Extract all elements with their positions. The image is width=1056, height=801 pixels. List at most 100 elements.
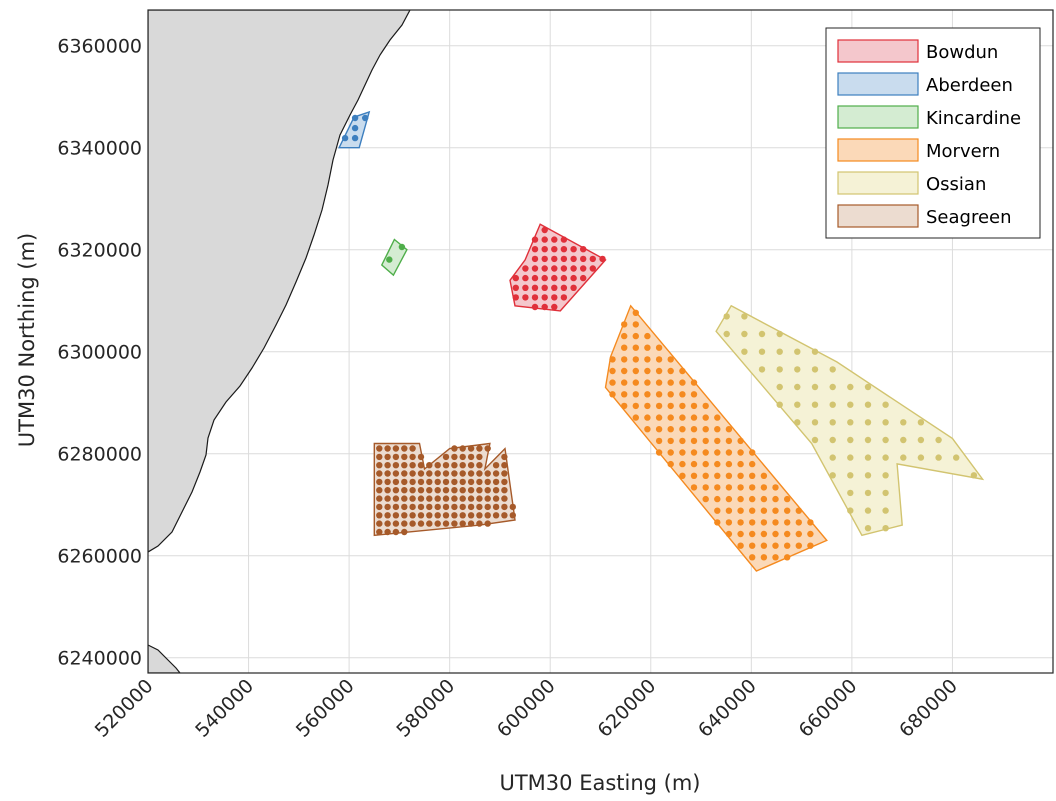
turbine-point [580,265,587,272]
x-tick-label: 660000 [795,675,862,742]
turbine-point [492,462,500,469]
x-tick-label: 600000 [493,675,560,742]
turbine-point [459,503,466,511]
turbine-point [776,330,783,338]
turbine-point [772,530,779,538]
legend-label: Bowdun [926,42,998,63]
turbine-point [459,478,466,486]
turbine-point [749,460,756,468]
turbine-point [679,426,686,433]
turbine-point [442,503,450,511]
x-tick-label: 520000 [91,675,158,742]
turbine-point [541,236,548,243]
turbine-point [644,426,651,433]
turbine-point [409,487,416,494]
turbine-point [702,495,709,503]
turbine-point [882,489,889,497]
turbine-point [784,519,791,526]
turbine-point [541,294,548,301]
turbine-point [434,478,441,486]
turbine-point [501,453,508,461]
turbine-point [679,391,686,398]
turbine-point [935,454,942,461]
turbine-point [725,519,733,526]
turbine-point [690,472,698,479]
turbine-point [864,507,872,514]
turbine-point [409,445,416,452]
sites [337,110,985,572]
turbine-point [459,512,466,519]
turbine-point [760,507,768,514]
turbine-point [560,294,568,301]
turbine-point [725,484,733,491]
turbine-point [434,470,441,477]
turbine-point [501,487,508,494]
turbine-point [702,472,709,479]
turbine-point [737,472,744,479]
turbine-point [772,495,779,503]
turbine-point [632,414,639,421]
turbine-point [417,462,425,469]
turbine-point [451,453,458,461]
turbine-point [409,462,416,469]
turbine-point [451,495,458,502]
turbine-point [714,426,721,433]
turbine-point [401,462,408,469]
turbine-point [714,449,721,456]
legend-swatch [837,72,919,96]
turbine-point [690,426,698,433]
turbine-point [632,309,639,316]
turbine-point [621,332,628,340]
y-tick-label: 6300000 [57,342,142,364]
turbine-point [807,519,814,526]
turbine-point [484,478,491,486]
turbine-point [702,414,709,421]
turbine-point [434,487,441,494]
turbine-point [970,472,978,479]
turbine-point [811,366,819,373]
turbine-point [376,470,383,477]
turbine-point [501,478,508,486]
turbine-point [829,472,836,479]
turbine-point [376,503,383,511]
turbine-point [667,379,674,386]
turbine-point [784,554,791,561]
turbine-point [467,495,475,502]
turbine-point [401,520,408,527]
turbine-point [714,495,721,503]
turbine-point [772,542,779,549]
turbine-point [551,274,558,282]
turbine-point [476,487,483,494]
site-morvern [604,304,828,572]
turbine-point [829,383,836,391]
plot-frame [147,9,1054,674]
turbine-point [531,294,539,301]
turbine-point [749,507,756,514]
turbine-point [829,454,836,461]
turbine-point [725,460,733,468]
turbine-point [451,512,458,519]
turbine-point [864,436,872,444]
turbine-point [492,495,500,502]
turbine-point [882,525,889,532]
turbine-point [551,236,558,243]
turbine-point [409,520,416,527]
turbine-point [632,367,639,375]
turbine-point [811,436,819,444]
turbine-point [512,284,519,291]
turbine-point [476,512,483,519]
turbine-point [702,449,709,456]
turbine-point [632,344,639,351]
turbine-point [864,401,872,408]
turbine-point [772,507,779,514]
turbine-point [882,436,889,444]
turbine-point [384,503,391,511]
turbine-point [392,487,400,494]
turbine-point [760,472,768,479]
turbine-point [760,519,768,526]
legend-box [825,27,1041,239]
turbine-point [560,274,568,282]
turbine-point [795,507,802,514]
turbine-point [847,507,854,514]
turbine-point [776,366,783,373]
